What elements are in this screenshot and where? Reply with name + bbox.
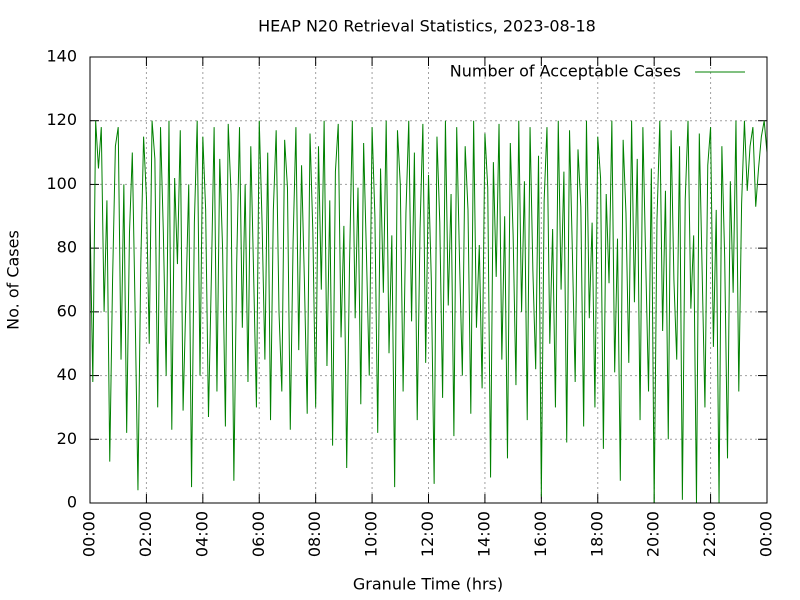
x-tick-label: 08:00	[305, 511, 324, 557]
x-tick-label: 22:00	[700, 511, 719, 557]
x-axis-label: Granule Time (hrs)	[353, 575, 503, 594]
x-tick-label: 20:00	[644, 511, 663, 557]
legend-label: Number of Acceptable Cases	[450, 62, 681, 81]
x-tick-label: 12:00	[418, 511, 437, 557]
y-axis-label: No. of Cases	[4, 230, 23, 330]
y-tick-label: 20	[57, 429, 77, 448]
x-tick-label: 04:00	[192, 511, 211, 557]
x-tick-label: 00:00	[80, 511, 99, 557]
y-tick-label: 60	[57, 301, 77, 320]
x-tick-label: 16:00	[531, 511, 550, 557]
y-tick-label: 0	[67, 493, 77, 512]
x-tick-label: 06:00	[249, 511, 268, 557]
y-tick-label: 40	[57, 365, 77, 384]
x-tick-label: 02:00	[136, 511, 155, 557]
x-tick-label: 10:00	[362, 511, 381, 557]
x-tick-label: 14:00	[474, 511, 493, 557]
y-tick-label: 80	[57, 238, 77, 257]
y-tick-label: 120	[46, 110, 77, 129]
y-tick-label: 100	[46, 174, 77, 193]
plot-border	[89, 56, 768, 504]
y-tick-label: 140	[46, 47, 77, 66]
x-tick-label: 18:00	[587, 511, 606, 557]
chart-title: HEAP N20 Retrieval Statistics, 2023-08-1…	[258, 17, 596, 36]
x-tick-label: 00:00	[757, 511, 776, 557]
